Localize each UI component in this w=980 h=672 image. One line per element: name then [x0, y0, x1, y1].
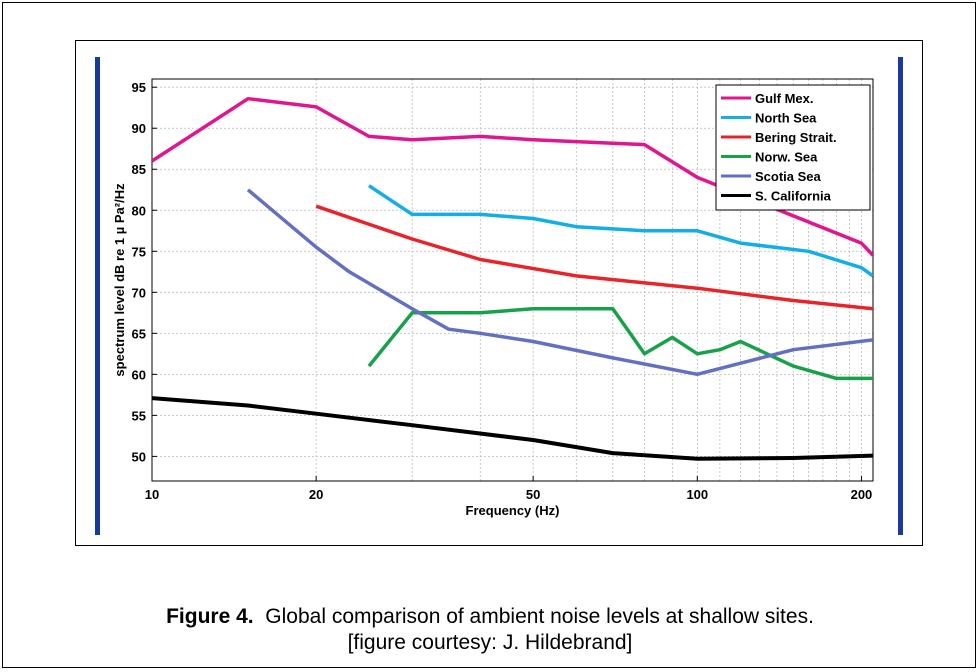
y-tick-label: 90: [132, 121, 146, 136]
series-line-north-sea: [368, 184, 873, 278]
series-line-norw-sea: [367, 306, 873, 381]
y-tick-label: 95: [132, 80, 146, 95]
y-tick-label: 85: [132, 162, 146, 177]
y-tick-label: 50: [132, 449, 146, 464]
caption-credit: [figure courtesy: J. Hildebrand]: [347, 631, 633, 654]
right-accent-bar: [898, 57, 903, 535]
caption-lead: Figure 4.: [166, 605, 254, 628]
figure-box: [75, 40, 923, 546]
legend-box: [715, 84, 871, 211]
y-tick-label: 80: [132, 203, 146, 218]
x-tick-label: 200: [851, 487, 873, 502]
y-tick-label: 60: [132, 367, 146, 382]
series-line-s-california: [152, 396, 873, 461]
caption-line-1: Figure 4. Global comparison of ambient n…: [0, 604, 980, 630]
tick-layer: 10 20 50 100 200 50 55 60 65 70 75 80 85 90 95: [132, 80, 873, 502]
y-tick-label: 75: [132, 244, 146, 259]
plot-frame: [151, 78, 874, 482]
x-tick-label: 10: [145, 487, 159, 502]
legend-label: North Sea: [755, 111, 817, 126]
series-layer: [152, 96, 873, 461]
legend-label: Norw. Sea: [755, 150, 818, 165]
x-tick-label: 100: [686, 487, 708, 502]
y-tick-label: 55: [132, 408, 146, 423]
legend-label: Gulf Mex.: [755, 91, 814, 106]
legend-label: Scotia Sea: [755, 169, 822, 184]
x-tick-label: 50: [526, 487, 540, 502]
left-accent-bar: [95, 57, 100, 535]
x-axis-label: Frequency (Hz): [466, 503, 560, 518]
series-line-bering-strait: [315, 204, 873, 311]
series-line-scotia-sea: [246, 188, 873, 377]
caption-text: Global comparison of ambient noise level…: [253, 605, 814, 628]
legend-label: S. California: [755, 189, 832, 204]
x-tick-label: 20: [309, 487, 323, 502]
y-tick-label: 65: [132, 326, 146, 341]
legend: Gulf Mex. North Sea Bering Strait. Norw. Se…: [715, 84, 871, 211]
y-tick-label: 70: [132, 285, 146, 300]
legend-label: Bering Strait.: [755, 130, 837, 145]
figure-caption: Figure 4. Global comparison of ambient n…: [0, 604, 980, 656]
y-axis-label: spectrum level dB re 1 µ Pa²/Hz: [112, 183, 127, 377]
